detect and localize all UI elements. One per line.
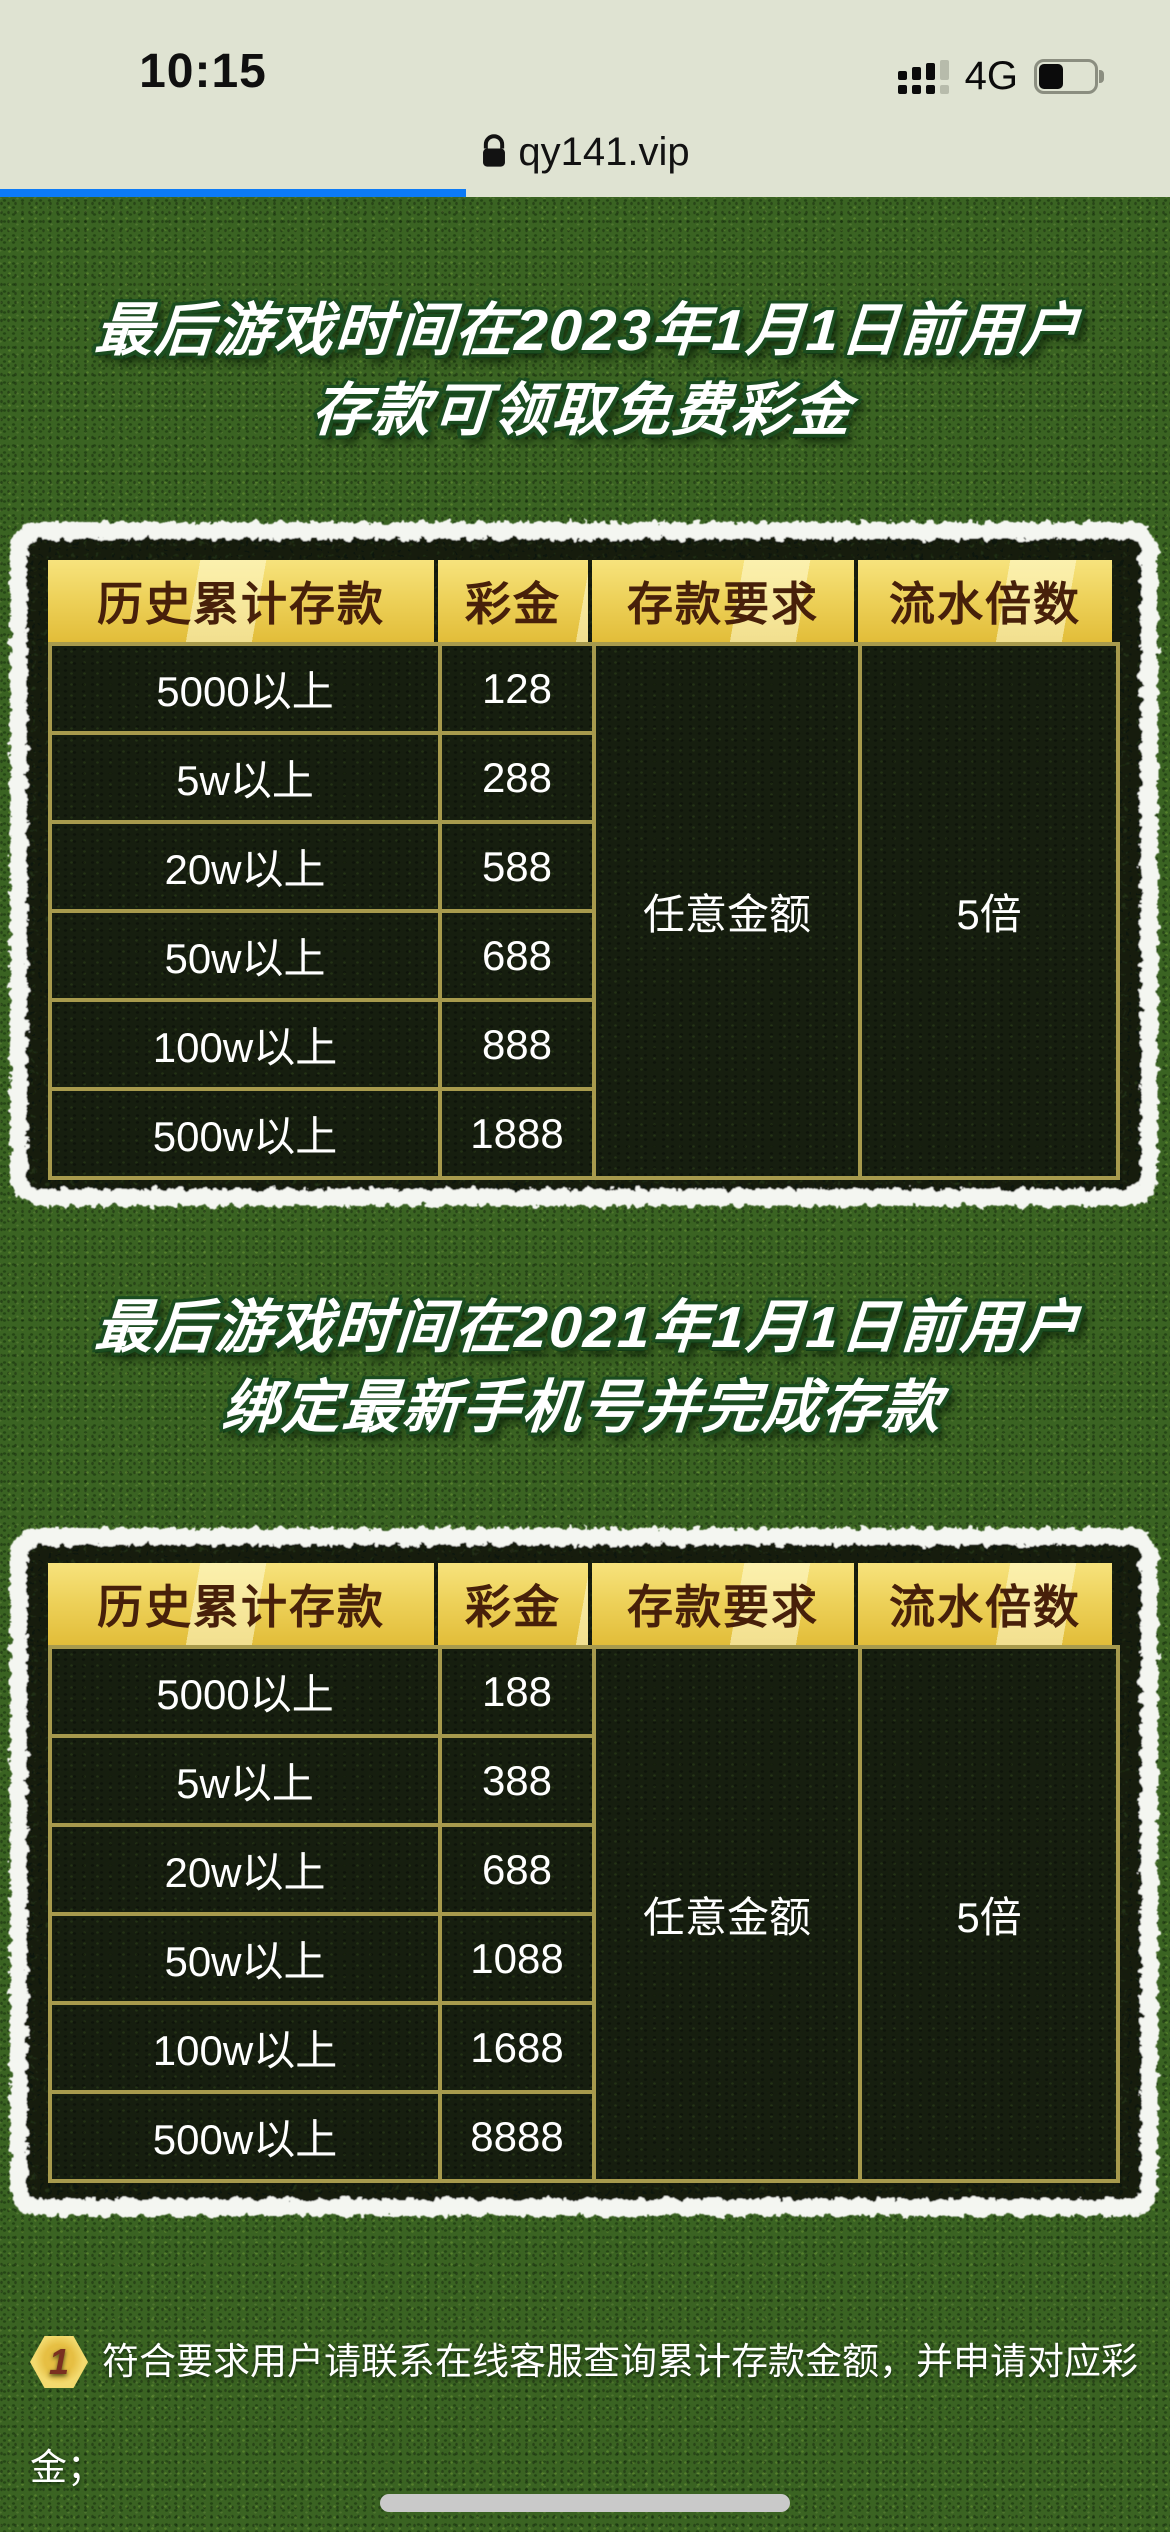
deposit-tier-cell: 100w以上 — [52, 2005, 438, 2090]
battery-icon — [1034, 59, 1104, 94]
bonus-amount-cell: 1688 — [442, 2005, 592, 2090]
bonus-amount-cell: 388 — [442, 1738, 592, 1823]
bonus-amount-cell: 688 — [442, 913, 592, 998]
address-bar[interactable]: qy141.vip — [0, 124, 1170, 180]
table-header-row: 历史累计存款 彩金 存款要求 流水倍数 — [48, 1563, 1120, 1645]
bonus-amount-cell: 128 — [442, 646, 592, 731]
bonus-table-1: 历史累计存款 彩金 存款要求 流水倍数 任意金额 5倍 5000以上 128 5… — [48, 560, 1120, 1180]
promo-headline-2: 最后游戏时间在2021年1月1日前用户 绑定最新手机号并完成存款 — [0, 1288, 1170, 1448]
table-body: 任意金额 5倍 5000以上 188 5w以上 388 20w以上 688 50… — [48, 1645, 1120, 2183]
deposit-tier-cell: 100w以上 — [52, 1002, 438, 1087]
deposit-tier-cell: 20w以上 — [52, 824, 438, 909]
deposit-tier-cell: 50w以上 — [52, 1916, 438, 2001]
bonus-amount-cell: 188 — [442, 1649, 592, 1734]
headline-line: 最后游戏时间在2023年1月1日前用户 — [92, 298, 1083, 363]
bonus-amount-cell: 1888 — [442, 1091, 592, 1176]
turnover-multiplier-cell: 5倍 — [862, 646, 1116, 1176]
table-header-row: 历史累计存款 彩金 存款要求 流水倍数 — [48, 560, 1120, 642]
table-body: 任意金额 5倍 5000以上 128 5w以上 288 20w以上 588 50… — [48, 642, 1120, 1180]
column-header: 彩金 — [438, 560, 588, 642]
promo-headline-1: 最后游戏时间在2023年1月1日前用户 存款可领取免费彩金 — [0, 291, 1170, 451]
status-time: 10:15 — [139, 45, 267, 98]
column-header: 流水倍数 — [858, 560, 1112, 642]
deposit-tier-cell: 500w以上 — [52, 2094, 438, 2179]
footnote: 1 符合要求用户请联系在线客服查询累计存款金额，并申请对应彩金； — [30, 2309, 1140, 2521]
network-type-label: 4G — [964, 54, 1018, 98]
deposit-tier-cell: 50w以上 — [52, 913, 438, 998]
deposit-tier-cell: 20w以上 — [52, 1827, 438, 1912]
bonus-amount-cell: 588 — [442, 824, 592, 909]
bonus-amount-cell: 888 — [442, 1002, 592, 1087]
url-text: qy141.vip — [518, 129, 690, 174]
dual-sim-signal-icon — [897, 59, 949, 94]
number-1-badge-icon: 1 — [30, 2336, 88, 2388]
column-header: 彩金 — [438, 1563, 588, 1645]
turnover-multiplier-cell: 5倍 — [862, 1649, 1116, 2179]
column-header: 存款要求 — [592, 1563, 854, 1645]
deposit-tier-cell: 500w以上 — [52, 1091, 438, 1176]
bonus-amount-cell: 288 — [442, 735, 592, 820]
headline-line: 绑定最新手机号并完成存款 — [219, 1375, 945, 1440]
footnote-text: 符合要求用户请联系在线客服查询累计存款金额，并申请对应彩金； — [30, 2341, 1138, 2488]
headline-line: 存款可领取免费彩金 — [309, 378, 855, 443]
bonus-amount-cell: 1088 — [442, 1916, 592, 2001]
status-icons: 4G — [897, 54, 1104, 99]
column-header: 历史累计存款 — [48, 560, 434, 642]
deposit-tier-cell: 5w以上 — [52, 735, 438, 820]
page-load-progress-bar — [0, 189, 466, 197]
deposit-tier-cell: 5000以上 — [52, 1649, 438, 1734]
bonus-table-2: 历史累计存款 彩金 存款要求 流水倍数 任意金额 5倍 5000以上 188 5… — [48, 1563, 1120, 2183]
headline-line: 最后游戏时间在2021年1月1日前用户 — [92, 1295, 1083, 1360]
column-header: 存款要求 — [592, 560, 854, 642]
deposit-tier-cell: 5w以上 — [52, 1738, 438, 1823]
bonus-amount-cell: 8888 — [442, 2094, 592, 2179]
home-indicator[interactable] — [380, 2494, 790, 2512]
deposit-requirement-cell: 任意金额 — [596, 1649, 858, 2179]
column-header: 历史累计存款 — [48, 1563, 434, 1645]
bonus-amount-cell: 688 — [442, 1827, 592, 1912]
deposit-tier-cell: 5000以上 — [52, 646, 438, 731]
column-header: 流水倍数 — [858, 1563, 1112, 1645]
lock-icon — [483, 134, 506, 167]
browser-chrome: 10:15 4G qy141.vip — [0, 0, 1170, 197]
deposit-requirement-cell: 任意金额 — [596, 646, 858, 1176]
